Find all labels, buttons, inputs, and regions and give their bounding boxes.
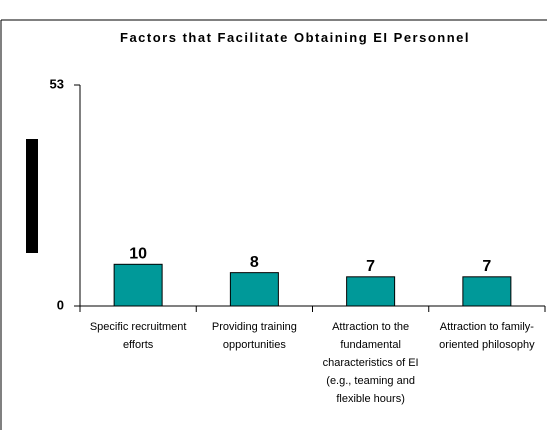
bar [346, 276, 396, 307]
x-tick-label: Attraction to the fundamental characteri… [322, 321, 419, 405]
chart-title: Factors that Facilitate Obtaining EI Per… [120, 30, 470, 45]
bar [462, 276, 512, 307]
data-label: 7 [482, 258, 491, 275]
data-label: 8 [250, 254, 259, 271]
y-tick-label: 53 [50, 76, 64, 91]
x-tick-label: Attraction to family-oriented philosophy [439, 321, 535, 351]
bar [113, 263, 163, 307]
bar [229, 272, 279, 307]
y-tick-label: 0 [57, 297, 64, 312]
x-tick-label: Providing training opportunities [211, 321, 297, 351]
data-label: 7 [366, 258, 375, 275]
data-label: 10 [129, 246, 147, 263]
x-tick-label: Specific recruitment efforts [89, 321, 187, 351]
redacted-axis-label [26, 139, 38, 253]
